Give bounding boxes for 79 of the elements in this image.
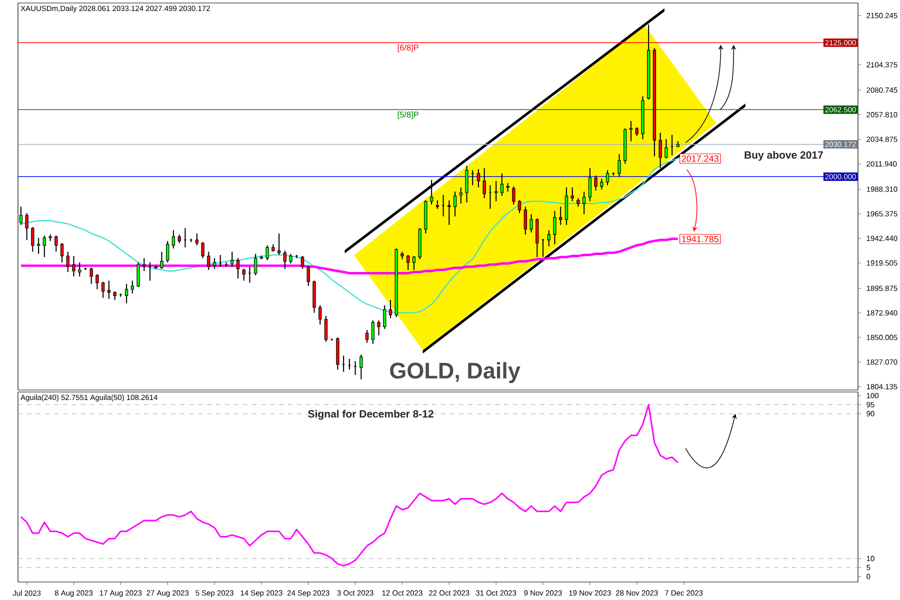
candlestick (31, 226, 34, 252)
candlestick (36, 237, 40, 254)
candlestick (72, 255, 76, 277)
candlestick (618, 154, 621, 178)
candlestick (594, 175, 598, 192)
candlestick (277, 232, 281, 256)
candlestick (377, 320, 380, 336)
candlestick (453, 191, 457, 217)
candlestick (136, 262, 140, 288)
candlestick (289, 253, 292, 264)
candlestick (559, 206, 562, 226)
candlestick (318, 304, 322, 326)
candlestick (324, 316, 328, 342)
candlestick (60, 242, 64, 263)
candlestick (78, 262, 82, 277)
candlestick (476, 168, 480, 188)
candlestick (482, 168, 486, 199)
candlestick (25, 212, 28, 240)
candlestick (536, 218, 539, 258)
candlestick (518, 200, 522, 214)
candlestick (430, 179, 434, 206)
candlestick (124, 283, 128, 304)
candlestick (107, 280, 111, 300)
candlestick (166, 240, 170, 263)
candlestick (547, 230, 550, 247)
candlestick (570, 186, 574, 202)
candlestick (365, 329, 369, 344)
candlestick (494, 180, 498, 202)
candlestick (66, 251, 70, 273)
candlestick (130, 280, 134, 294)
candlestick (172, 230, 176, 250)
candlestick (230, 251, 234, 268)
candlestick (266, 244, 269, 261)
candlestick (207, 251, 210, 270)
annotation: [5/8]P (398, 111, 418, 120)
annotation: 2017.243 (682, 155, 718, 162)
candlestick (629, 120, 633, 142)
candlestick (412, 255, 416, 270)
candlestick (42, 235, 46, 258)
annotation: [6/8]P (398, 44, 418, 52)
candlestick (101, 281, 105, 298)
candlestick (606, 170, 610, 186)
text: Buy above 2017 (744, 150, 823, 161)
annotation: GOLD, Daily (390, 362, 520, 384)
candlestick (96, 274, 99, 290)
candlestick (448, 200, 451, 226)
candlestick (582, 191, 586, 215)
candlestick (300, 255, 304, 270)
annotation: 1941.785 (682, 236, 718, 242)
candlestick (664, 138, 668, 159)
candlestick (160, 251, 164, 270)
candlestick (588, 168, 592, 202)
candlestick (283, 250, 286, 270)
candlestick (388, 299, 392, 319)
candlestick (242, 268, 246, 282)
candlestick (383, 304, 386, 330)
candlestick (54, 235, 58, 252)
annotation: Signal for December 8-12 (308, 410, 434, 420)
candlestick (212, 258, 216, 270)
candlestick (371, 320, 374, 344)
candlestick (524, 206, 527, 236)
candlestick (500, 172, 504, 196)
candlestick (48, 234, 52, 242)
candlestick (553, 210, 556, 245)
candlestick (512, 186, 516, 206)
candlestick (254, 253, 258, 276)
candlestick (406, 254, 410, 270)
candlestick (201, 242, 204, 259)
candlestick (564, 186, 568, 226)
candlestick (465, 165, 468, 203)
candlestick (142, 258, 146, 272)
candlestick (236, 258, 240, 280)
candlestick (90, 267, 93, 284)
candlestick (360, 354, 363, 380)
candlestick (658, 132, 662, 169)
candlestick (195, 232, 199, 246)
candlestick (306, 265, 310, 287)
candlestick (600, 178, 604, 190)
candlestick (530, 214, 533, 233)
